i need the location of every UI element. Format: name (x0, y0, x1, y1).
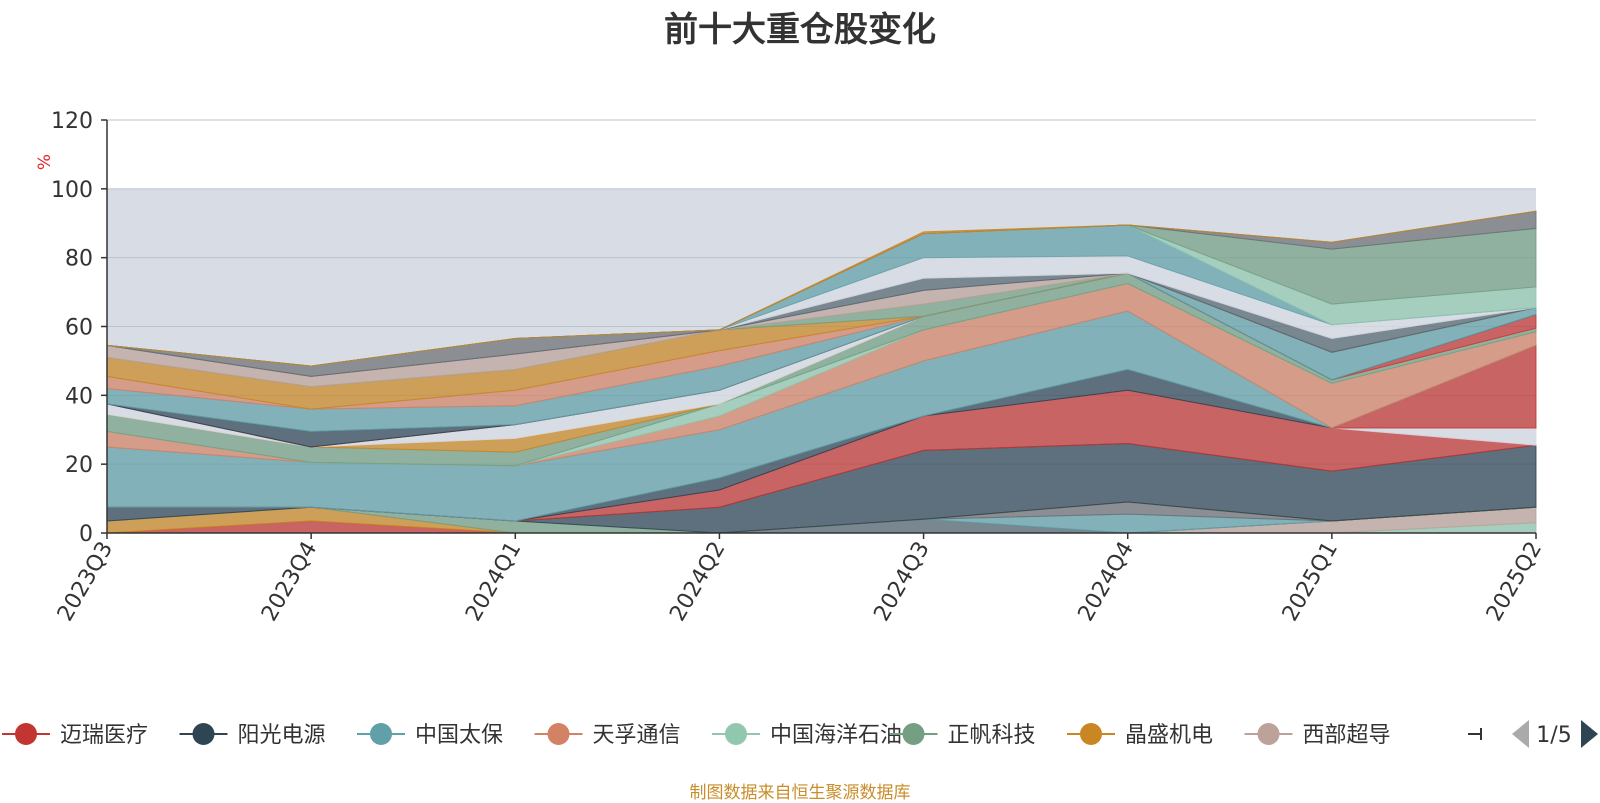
legend-circle-icon (902, 723, 925, 745)
legend-page-indicator: 1/5 (1536, 723, 1571, 748)
legend-item-7[interactable]: 晶盛机电 (1067, 723, 1213, 748)
x-tick-label: 2023Q3 (53, 538, 118, 626)
y-axis-unit-label: % (35, 154, 55, 170)
legend-prev-page-icon[interactable] (1512, 720, 1529, 748)
legend-circle-icon (725, 723, 747, 745)
x-tick-label: 2024Q2 (665, 538, 730, 626)
legend-label: 迈瑞医疗 (60, 723, 148, 748)
legend-circle-icon (15, 723, 37, 745)
legend-item-1[interactable]: 迈瑞医疗 (2, 723, 148, 748)
x-tick-label: 2024Q1 (461, 538, 526, 626)
legend-circle-icon (547, 723, 570, 745)
y-tick-label: 40 (65, 384, 93, 409)
legend-circle-icon (370, 723, 392, 745)
y-tick-label: 120 (51, 109, 93, 134)
legend-item-2[interactable]: 阳光电源 (179, 723, 326, 748)
legend-label: 正帆科技 (948, 723, 1036, 748)
legend-item-8[interactable]: 西部超导 (1244, 723, 1391, 748)
legend-item-5[interactable]: 中国海洋石油 (712, 723, 902, 748)
x-tick-label: 2024Q4 (1074, 538, 1139, 626)
legend-label: 晶盛机电 (1125, 723, 1213, 748)
y-tick-label: 60 (65, 316, 93, 341)
legend-label: 西部超导 (1303, 723, 1391, 748)
legend-circle-icon (1080, 723, 1102, 745)
legend-item-3[interactable]: 中国太保 (357, 723, 503, 748)
legend-item-4[interactable]: 天孚通信 (534, 723, 681, 748)
y-tick-label: 0 (79, 522, 93, 547)
data-source-note: 制图数据来自恒生聚源数据库 (689, 783, 911, 803)
x-tick-label: 2025Q2 (1482, 538, 1547, 626)
legend-label: 阳光电源 (238, 723, 326, 748)
y-tick-label: 80 (65, 247, 93, 272)
legend-label: 中国海洋石油 (770, 723, 902, 748)
legend-label: 中国太保 (415, 723, 503, 748)
legend-label: 天孚通信 (593, 723, 681, 748)
legend-circle-icon (192, 723, 215, 745)
chart-title: 前十大重仓股变化 (664, 10, 936, 50)
x-tick-label: 2023Q4 (257, 538, 322, 626)
legend-item-6[interactable]: 正帆科技 (889, 723, 1036, 748)
x-tick-label: 2025Q1 (1278, 538, 1343, 626)
x-tick-label: 2024Q3 (869, 538, 934, 626)
legend-circle-icon (1257, 723, 1280, 745)
legend-next-page-icon[interactable] (1581, 720, 1598, 748)
y-tick-label: 20 (65, 453, 93, 478)
legend: 迈瑞医疗 阳光电源 中国太保 天孚通信 中国海洋石油 正帆科技 晶盛机电 西部超导 1/5 (2, 720, 1598, 748)
y-tick-label: 100 (51, 178, 93, 203)
area-series (106, 210, 1537, 367)
